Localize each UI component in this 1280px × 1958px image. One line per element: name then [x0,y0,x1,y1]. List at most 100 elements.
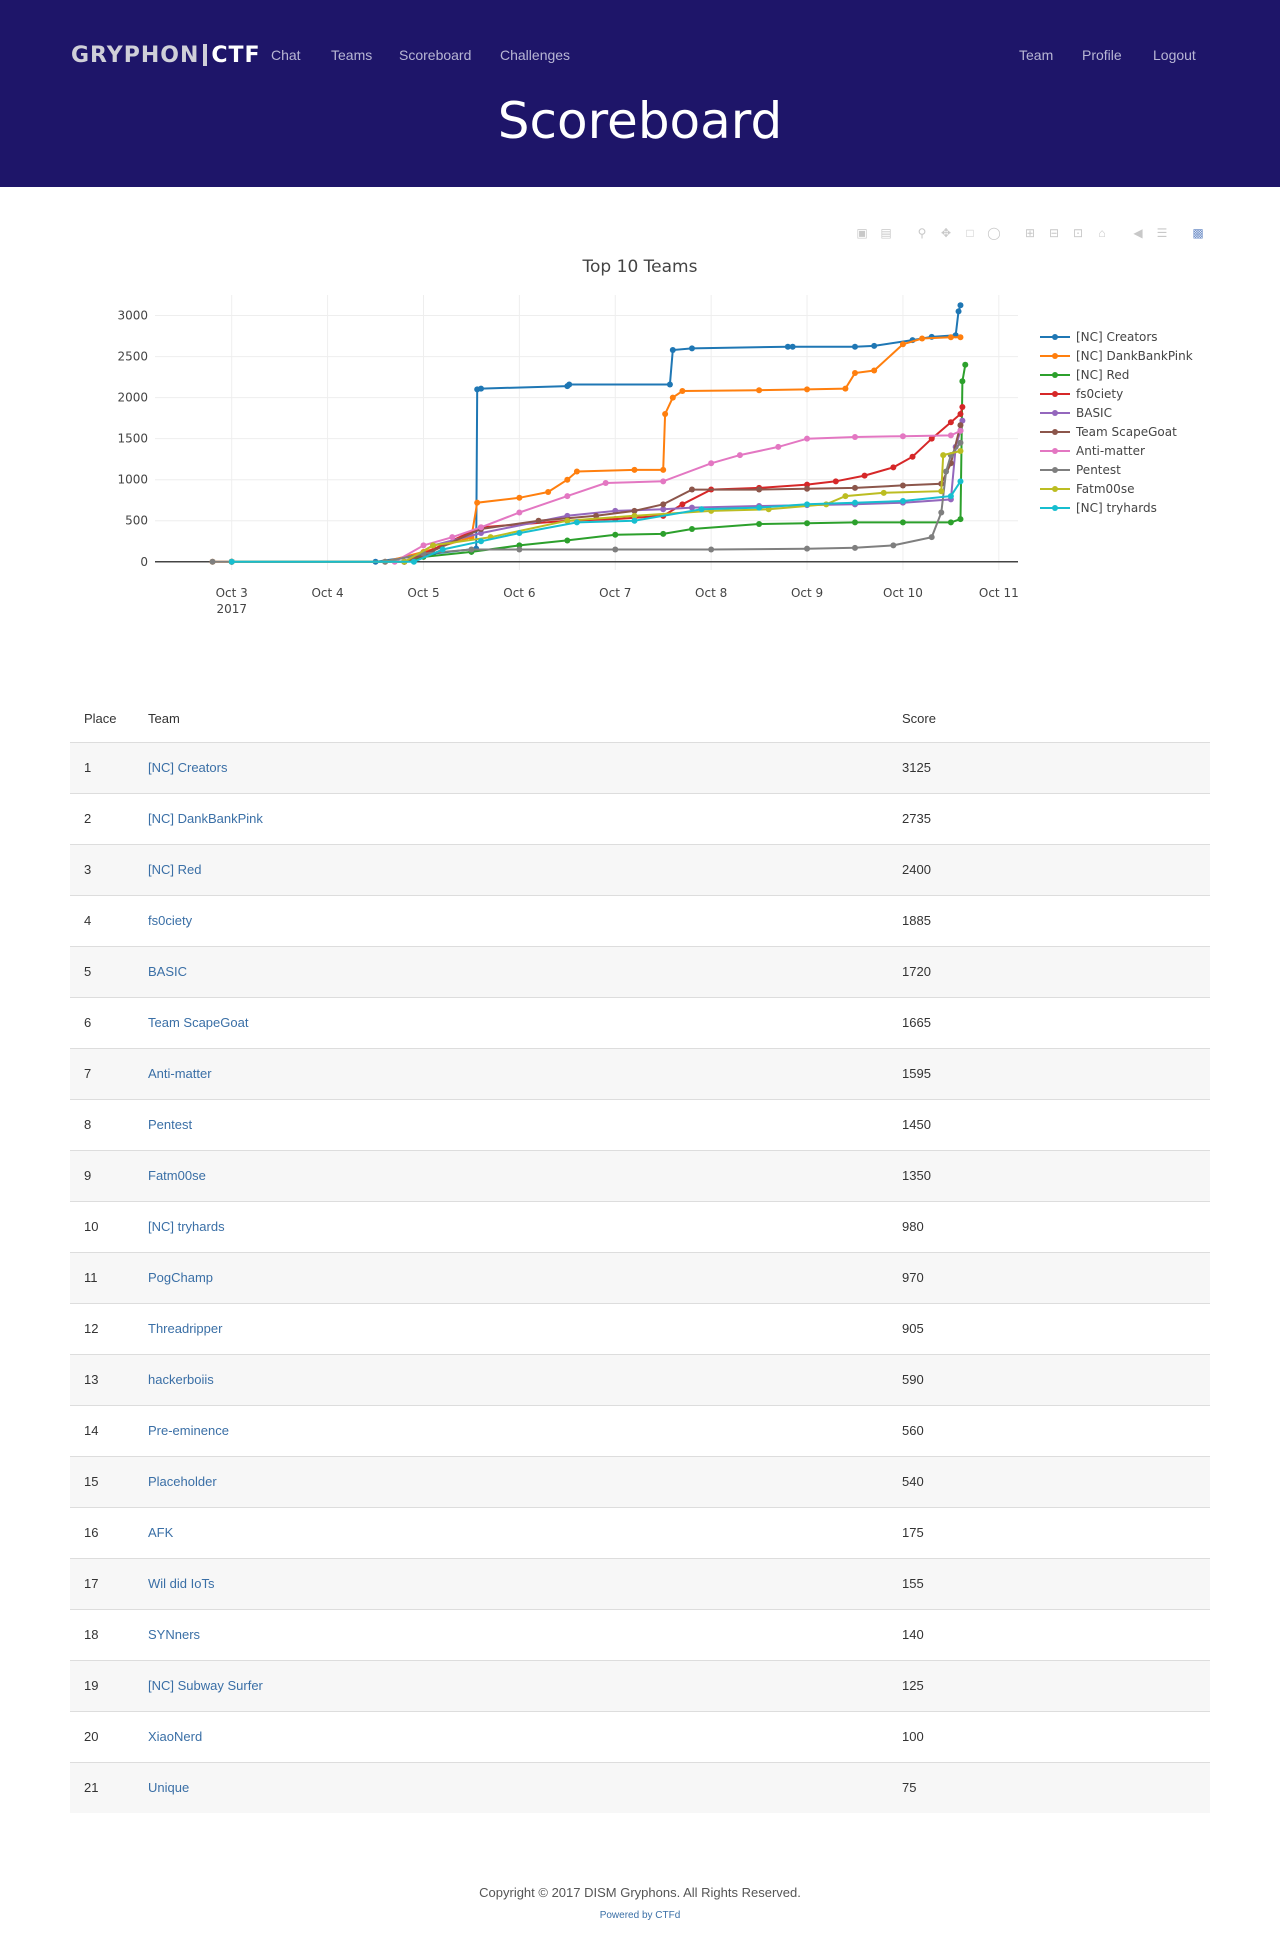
data-point[interactable] [516,546,523,553]
data-point[interactable] [478,385,485,392]
series-trace[interactable] [228,302,964,565]
series-trace[interactable] [228,422,964,565]
legend-item[interactable]: Pentest [1040,463,1121,477]
legend-item[interactable]: Fatm00se [1040,482,1134,496]
data-point[interactable] [410,558,417,565]
data-point[interactable] [708,546,715,553]
legend-item[interactable]: [NC] tryhards [1040,501,1157,515]
data-point[interactable] [890,542,897,549]
data-point[interactable] [919,335,926,342]
data-point[interactable] [943,468,950,475]
legend-item[interactable]: fs0ciety [1040,387,1123,401]
data-point[interactable] [928,435,935,442]
legend-item[interactable]: [NC] DankBankPink [1040,349,1193,363]
data-point[interactable] [899,519,906,526]
nav-scoreboard[interactable]: Scoreboard [399,47,472,63]
team-link[interactable]: SYNners [148,1627,201,1642]
data-point[interactable] [899,498,906,505]
nav-challenges[interactable]: Challenges [500,47,571,63]
hover-compare-icon[interactable]: ☰ [1156,226,1168,240]
team-link[interactable]: [NC] tryhards [148,1219,225,1234]
data-point[interactable] [899,341,906,348]
data-point[interactable] [851,343,858,350]
team-link[interactable]: fs0ciety [148,913,193,928]
data-point[interactable] [804,501,811,508]
autoscale-icon[interactable]: ⊡ [1072,226,1084,240]
data-point[interactable] [938,509,945,516]
data-point[interactable] [775,443,782,450]
team-link[interactable]: Placeholder [148,1474,217,1489]
data-point[interactable] [832,478,839,485]
box-select-icon[interactable]: □ [966,226,974,240]
data-point[interactable] [899,433,906,440]
data-point[interactable] [612,546,619,553]
nav-teams[interactable]: Teams [331,47,373,63]
data-point[interactable] [957,411,964,418]
data-point[interactable] [516,530,523,537]
data-point[interactable] [631,512,638,519]
zoom-in-icon[interactable]: ⊞ [1024,226,1036,240]
data-point[interactable] [957,427,964,434]
data-point[interactable] [947,419,954,426]
data-point[interactable] [890,464,897,471]
data-point[interactable] [756,504,763,511]
data-point[interactable] [842,493,849,500]
data-point[interactable] [564,537,571,544]
nav-chat[interactable]: Chat [271,47,301,63]
data-point[interactable] [478,530,485,537]
nav-logout[interactable]: Logout [1153,47,1196,63]
camera-icon[interactable]: ▣ [856,226,868,240]
team-link[interactable]: Unique [148,1780,190,1796]
data-point[interactable] [545,489,552,496]
data-point[interactable] [449,534,456,541]
data-point[interactable] [756,387,763,394]
data-point[interactable] [612,531,619,538]
data-point[interactable] [804,545,811,552]
legend-item[interactable]: BASIC [1040,406,1112,420]
data-point[interactable] [962,361,969,368]
plotly-logo-icon[interactable]: ▩ [1192,226,1204,240]
data-point[interactable] [666,381,673,388]
reset-axes-icon[interactable]: ⌂ [1098,226,1106,240]
data-point[interactable] [959,404,966,411]
data-point[interactable] [804,481,811,488]
data-point[interactable] [871,342,878,349]
data-point[interactable] [756,521,763,528]
data-point[interactable] [698,506,705,513]
data-point[interactable] [851,369,858,376]
data-point[interactable] [478,538,485,545]
team-link[interactable]: XiaoNerd [148,1729,203,1744]
data-point[interactable] [957,334,964,341]
data-point[interactable] [631,517,638,524]
data-point[interactable] [573,519,580,526]
data-point[interactable] [669,394,676,401]
nav-profile[interactable]: Profile [1082,47,1122,63]
team-link[interactable]: Fatm00se [148,1168,206,1183]
data-point[interactable] [842,385,849,392]
pan-icon[interactable]: ✥ [940,226,952,240]
data-point[interactable] [439,546,446,553]
data-point[interactable] [804,386,811,393]
data-point[interactable] [804,485,811,492]
data-point[interactable] [679,501,686,508]
data-point[interactable] [660,478,667,485]
data-point[interactable] [955,308,962,315]
data-point[interactable] [564,517,571,524]
data-point[interactable] [478,524,485,531]
data-point[interactable] [564,476,571,483]
chart-series[interactable] [209,302,969,565]
team-link[interactable]: AFK [148,1525,174,1540]
data-point[interactable] [566,381,573,388]
data-point[interactable] [940,452,947,459]
data-point[interactable] [804,520,811,527]
save-icon[interactable]: ▤ [880,226,892,240]
data-point[interactable] [660,506,667,513]
legend-item[interactable]: [NC] Creators [1040,330,1158,344]
data-point[interactable] [928,534,935,541]
team-link[interactable]: [NC] Red [148,862,202,877]
data-point[interactable] [573,468,580,475]
data-point[interactable] [631,466,638,473]
team-link[interactable]: Anti-matter [148,1066,212,1081]
data-point[interactable] [660,501,667,508]
data-point[interactable] [669,347,676,353]
